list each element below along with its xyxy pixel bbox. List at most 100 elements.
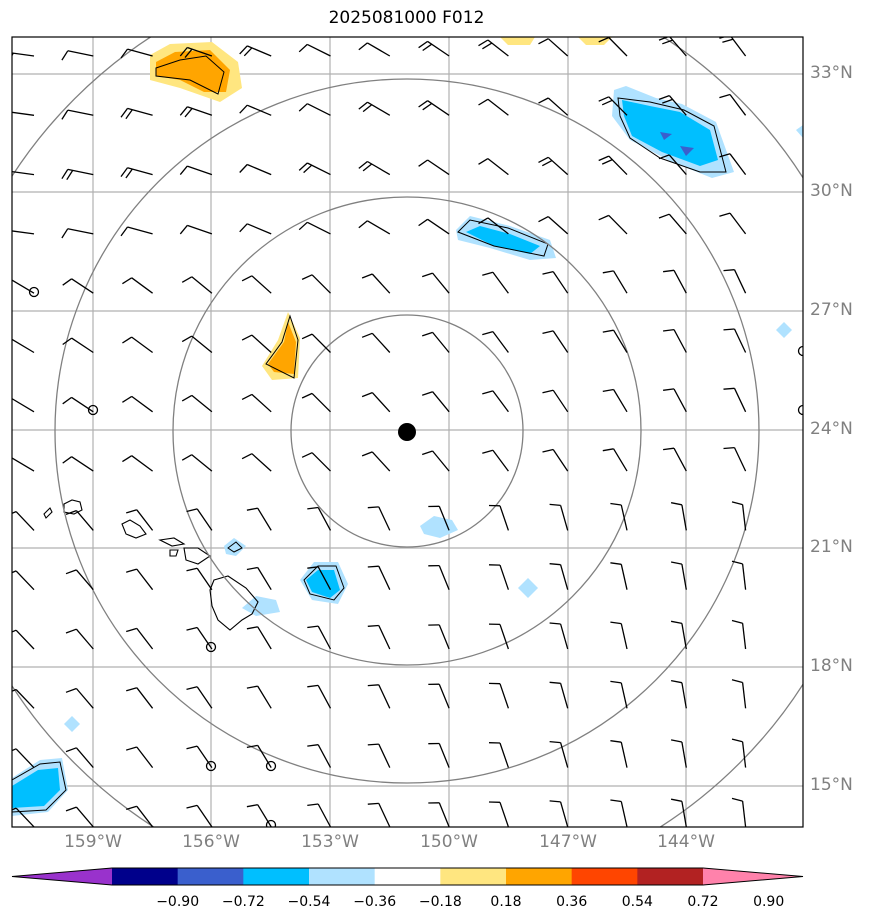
wind-barb-shaft [307, 103, 331, 116]
wind-barb-shaft [12, 397, 35, 413]
colorbar-tick-label: −0.36 [353, 894, 397, 910]
wind-barb-shaft [552, 330, 569, 353]
wind-barb-shaft [311, 452, 331, 472]
wind-barb-shaft [729, 212, 747, 235]
wind-barb-flag [241, 453, 253, 460]
wind-barb-flag [422, 102, 433, 111]
wind-barb-shaft [75, 688, 94, 709]
wind-barb-flag [120, 167, 129, 177]
wind-barb-flag [598, 214, 610, 221]
wind-barb-shaft [733, 269, 747, 294]
wind-barb-flag [61, 109, 69, 120]
anomaly-shading [12, 37, 803, 816]
wind-barb-flag [361, 273, 373, 279]
wind-barb-flag [62, 337, 72, 346]
wind-barb-shaft [487, 98, 509, 116]
wind-barb-shaft [492, 271, 509, 294]
wind-barb-shaft [367, 101, 391, 116]
wind-barb-shaft [552, 449, 569, 472]
wind-barb-flag [658, 94, 670, 101]
wind-barb-shaft [136, 805, 154, 827]
wind-barb-shaft [191, 335, 213, 354]
wind-barb-flag [12, 458, 13, 459]
wind-barb-flag [186, 804, 198, 809]
wind-barb-shaft [371, 273, 391, 294]
wind-barb-shaft [196, 508, 213, 531]
wind-barb-flag [246, 804, 258, 808]
wind-barb-flag [126, 509, 137, 514]
wind-barb-shaft [438, 802, 450, 827]
wind-barb-flag [307, 506, 319, 510]
wind-barb-flag [478, 158, 489, 165]
wind-barb-shaft [432, 391, 450, 413]
wind-barb-flag [125, 109, 133, 120]
wind-barb-flag [125, 168, 133, 179]
wind-barb-flag [610, 680, 622, 684]
wind-barb-flag [723, 387, 735, 390]
colorbar-tick-label: 0.72 [687, 894, 719, 910]
wind-barb-shaft [307, 162, 331, 176]
wind-barb-shaft [741, 682, 747, 709]
wind-barb-shaft [196, 686, 213, 709]
wind-barb-flag [538, 216, 549, 223]
wind-barb-flag [3, 230, 8, 240]
wind-barb-shaft [196, 627, 213, 650]
wind-barb-flag [418, 218, 428, 227]
wind-barb-flag [120, 48, 129, 59]
wind-barb-flag [549, 681, 561, 684]
wind-barb-flag [179, 224, 188, 235]
wind-barb-flag [12, 511, 17, 515]
lat-label-18n: 18°N [810, 656, 853, 676]
wind-barb-flag [670, 620, 683, 625]
wind-barb-flag [61, 228, 69, 239]
wind-barb-flag [122, 395, 133, 403]
wind-barb-flag [598, 96, 610, 102]
wind-barb-flag [602, 329, 614, 333]
wind-barb-flag [542, 330, 554, 335]
wind-barb-shaft [67, 228, 94, 235]
wind-barb-shaft [673, 447, 687, 472]
wind-barb-flag [12, 748, 17, 752]
wind-barb-flag [66, 170, 74, 181]
wind-barb-flag [361, 451, 373, 457]
wind-barb-shaft [187, 46, 213, 57]
wind-barb-shaft [307, 221, 331, 235]
wind-barb-flag [731, 501, 743, 506]
wind-barb-flag [246, 685, 258, 689]
wind-barb-flag [239, 104, 248, 114]
wind-barb-shaft [257, 507, 272, 531]
wind-barb-flag [670, 561, 683, 565]
wind-barb-flag [663, 328, 675, 332]
wind-barb-shaft [681, 623, 687, 650]
wind-barb-shaft [187, 165, 213, 176]
wind-barb-shaft [608, 214, 628, 235]
wind-barb-shaft [75, 510, 94, 531]
wind-barb-flag [610, 799, 622, 803]
wind-barb-flag [421, 391, 433, 396]
wind-barb-flag [307, 566, 319, 569]
wind-barb-flag [482, 449, 494, 454]
wind-barb-flag [610, 740, 622, 743]
wind-barb-shaft [741, 741, 747, 768]
wind-barb-flag [731, 679, 743, 684]
wind-barb-shaft [499, 624, 510, 650]
wind-barb-shaft [317, 744, 332, 768]
wind-barb-flag [307, 684, 319, 688]
wind-barb-shaft [427, 40, 450, 57]
colorbar-extend-high [703, 868, 803, 885]
wind-barb-flag [65, 628, 77, 634]
wind-barb-flag [184, 107, 193, 118]
wind-barb-shaft [427, 100, 450, 116]
wind-barb-flag [731, 797, 743, 802]
wind-barb-flag [602, 448, 614, 452]
wind-barb-flag [719, 37, 727, 39]
colorbar-segment [440, 868, 507, 885]
wind-barb-flag [478, 39, 489, 47]
wind-barb-flag [241, 275, 253, 282]
wind-barb-shaft [438, 624, 450, 650]
wind-barb-shaft [681, 563, 687, 590]
wind-barb-flag [301, 333, 313, 340]
colorbar-segment [243, 868, 310, 885]
wind-barb-shaft [311, 333, 331, 353]
wind-barb-flag [243, 47, 253, 57]
